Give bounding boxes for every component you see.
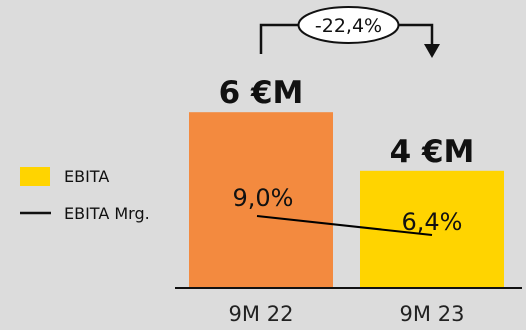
- change-arrow-head: [424, 44, 440, 58]
- legend-label-margin: EBITA Mrg.: [64, 204, 150, 223]
- margin-line: [256, 215, 433, 236]
- x-tick-label-1: 9M 22: [229, 302, 294, 326]
- legend-label-ebita: EBITA: [64, 167, 109, 186]
- margin-value-label-2: 6,4%: [402, 208, 463, 236]
- bar-value-label-2: 4 €M: [390, 134, 475, 170]
- x-tick-label-2: 9M 23: [400, 302, 465, 326]
- margin-value-label-1: 9,0%: [233, 184, 294, 212]
- change-badge: [297, 6, 400, 44]
- legend: EBITA EBITA Mrg.: [20, 167, 150, 223]
- change-label: -22,4%: [315, 15, 382, 37]
- bar-1: [189, 112, 333, 288]
- bar-value-label-1: 6 €M: [219, 75, 304, 111]
- legend-swatch-ebita: [20, 167, 50, 186]
